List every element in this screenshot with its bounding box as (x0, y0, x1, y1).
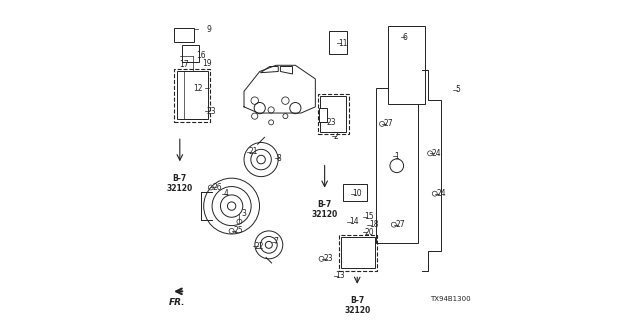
Text: 24: 24 (431, 149, 441, 158)
Text: 3: 3 (241, 209, 246, 218)
Bar (177, 71, 208, 119)
Text: FR.: FR. (169, 298, 186, 307)
Bar (174, 28, 195, 42)
Text: 19: 19 (202, 59, 212, 68)
Text: 27: 27 (383, 119, 393, 128)
Text: B-7
32120: B-7 32120 (344, 296, 371, 316)
Text: 6: 6 (402, 33, 407, 42)
Text: 26: 26 (212, 183, 222, 192)
Text: 16: 16 (196, 51, 205, 60)
Bar (317, 93, 349, 134)
Text: 23: 23 (207, 107, 216, 116)
Bar (320, 96, 346, 132)
Text: 22: 22 (255, 242, 264, 251)
Text: 14: 14 (349, 217, 358, 226)
Text: 20: 20 (364, 228, 374, 237)
Text: 10: 10 (353, 189, 362, 198)
Text: 4: 4 (224, 189, 228, 198)
Text: 25: 25 (233, 226, 243, 236)
Bar (330, 31, 348, 54)
Text: 9: 9 (207, 25, 212, 34)
Bar (319, 108, 327, 122)
Text: 5: 5 (455, 85, 460, 94)
Text: B-7
32120: B-7 32120 (166, 173, 193, 193)
Text: 12: 12 (193, 84, 202, 93)
Text: 23: 23 (326, 118, 336, 127)
Text: 27: 27 (396, 220, 405, 229)
Bar (388, 26, 426, 104)
Text: 17: 17 (179, 60, 189, 69)
Text: TX94B1300: TX94B1300 (430, 296, 470, 302)
Bar (343, 184, 367, 201)
Text: 23: 23 (323, 254, 333, 263)
Bar (339, 235, 377, 271)
Text: 7: 7 (273, 237, 278, 246)
Text: 1: 1 (394, 152, 399, 161)
Text: 11: 11 (339, 39, 348, 48)
Bar (376, 88, 418, 243)
Text: 13: 13 (335, 271, 345, 280)
Bar (182, 45, 199, 62)
Bar (341, 237, 374, 268)
Text: 21: 21 (249, 147, 258, 156)
Text: 18: 18 (369, 220, 378, 229)
Bar (174, 69, 210, 122)
Text: 24: 24 (436, 189, 446, 198)
Text: B-7
32120: B-7 32120 (312, 200, 338, 219)
Text: 2: 2 (334, 132, 339, 141)
Text: 8: 8 (276, 154, 282, 163)
Text: 15: 15 (364, 212, 374, 221)
